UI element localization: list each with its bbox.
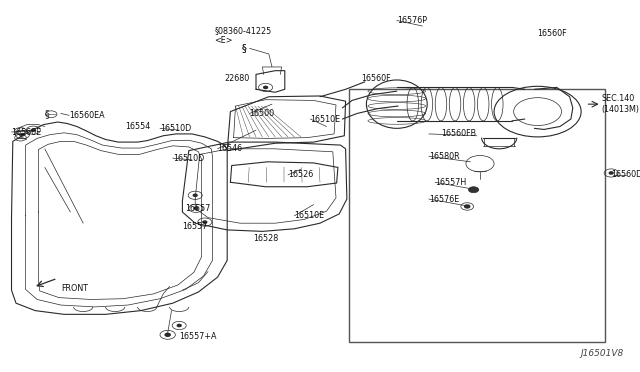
Text: 16576P: 16576P [397,16,427,25]
Circle shape [465,205,470,208]
Circle shape [468,187,479,193]
Text: 16560FB: 16560FB [442,129,477,138]
Circle shape [20,134,24,136]
Text: 16557+A: 16557+A [179,332,217,341]
Circle shape [203,221,207,223]
Text: §08360-41225
<E>: §08360-41225 <E> [214,26,271,45]
Text: 16560E: 16560E [12,128,42,137]
Text: FRONT: FRONT [61,284,88,293]
Text: 16554: 16554 [125,122,150,131]
Text: 16557H: 16557H [435,178,467,187]
Text: 16500: 16500 [250,109,275,118]
Text: 16560F: 16560F [362,74,391,83]
Bar [349,89,605,342]
Text: 16560EA: 16560EA [69,111,105,120]
Text: 16557: 16557 [186,204,211,213]
Text: SEC.140
(14013M): SEC.140 (14013M) [602,94,639,114]
Text: §: § [242,44,247,53]
Text: §: § [242,44,247,53]
Text: 22680: 22680 [224,74,249,83]
Text: 16510E: 16510E [310,115,340,124]
Text: J16501V8: J16501V8 [580,349,624,358]
Text: 16576E: 16576E [429,195,459,203]
Circle shape [31,129,35,131]
Text: 16528: 16528 [253,234,278,243]
Text: 16546: 16546 [218,144,243,153]
Text: 16526: 16526 [288,170,313,179]
Text: 16560D: 16560D [611,170,640,179]
Text: 16510D: 16510D [160,124,191,133]
Text: 16557: 16557 [182,222,208,231]
Text: 16510E: 16510E [294,211,324,220]
Circle shape [264,86,268,89]
Text: 16510D: 16510D [173,154,204,163]
Text: §: § [45,110,50,119]
Circle shape [193,194,197,196]
Circle shape [177,324,181,327]
Circle shape [609,172,613,174]
Circle shape [194,207,198,209]
Circle shape [165,333,170,336]
Text: 16580R: 16580R [429,152,460,161]
Text: 16560F: 16560F [538,29,567,38]
